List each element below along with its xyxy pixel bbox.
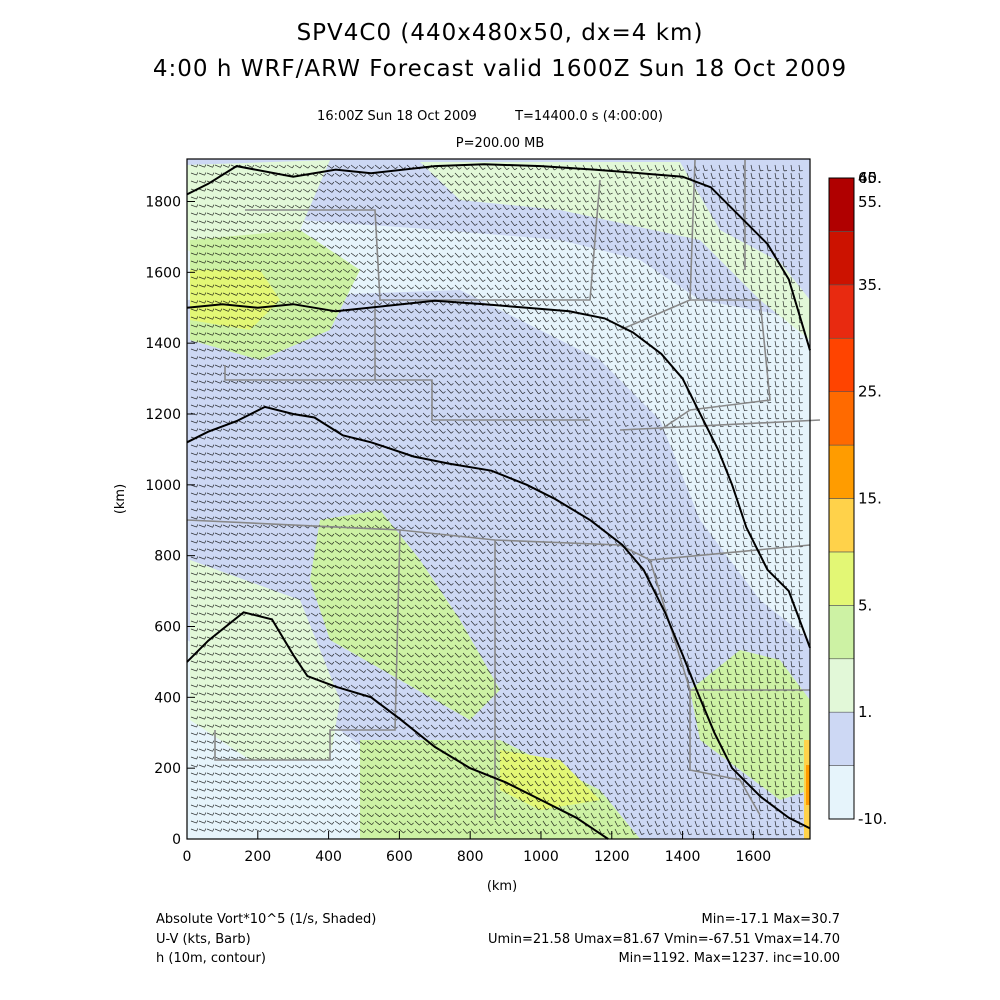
y-axis-label: (km) (113, 484, 128, 514)
x-tick-label: 1600 (736, 849, 772, 865)
shade-region-6 (190, 270, 280, 330)
colorbar-bin (828, 177, 855, 232)
y-tick-label: 1800 (145, 195, 181, 211)
colorbar-bin (828, 444, 855, 499)
y-tick-label: 1400 (145, 336, 181, 352)
field1-label: Absolute Vort*10^5 (1/s, Shaded) (156, 912, 377, 927)
shade-edge-peak (806, 765, 810, 805)
colorbar-label: 35. (858, 276, 882, 294)
x-tick-label: 1000 (523, 849, 559, 865)
shade-region-8 (190, 560, 340, 760)
colorbar-bin (828, 391, 855, 446)
y-tick-label: 600 (154, 620, 181, 636)
field2-stats: Umin=21.58 Umax=81.67 Vmin=-67.51 Vmax=1… (487, 932, 840, 947)
colorbar: -10. 1. 5. 15. 25. 35. 45. 55. 60. (828, 169, 887, 828)
y-axis-ticks: 0 200 400 600 800 1000 1200 1400 1600 1800 (145, 195, 195, 848)
height-contour-1 (186, 163, 811, 351)
info-line: 16:00Z Sun 18 Oct 2009 T=14400.0 s (4:00… (0, 109, 990, 124)
y-tick-label: 400 (154, 690, 181, 706)
state-border-7 (619, 419, 821, 431)
x-tick-label: 0 (183, 849, 192, 865)
x-tick-label: 600 (386, 849, 413, 865)
height-contour-3 (186, 405, 811, 830)
colorbar-label: 45. (858, 169, 882, 187)
y-tick-label: 800 (154, 549, 181, 565)
colorbar-bin (828, 284, 855, 339)
time-step: T=14400.0 s (4:00:00) (515, 109, 663, 124)
shade-region-7 (310, 510, 500, 720)
y-tick-label: 1200 (145, 407, 181, 423)
colorbar-bin (828, 605, 855, 660)
state-border-5 (214, 529, 401, 761)
x-tick-label: 200 (244, 849, 271, 865)
field2-label: U-V (kts, Barb) (156, 932, 251, 947)
y-tick-label: 1600 (145, 265, 181, 281)
chart-subtitle: 4:00 h WRF/ARW Forecast valid 1600Z Sun … (152, 56, 848, 82)
chart-title: SPV4C0 (440x480x50, dx=4 km) (296, 20, 704, 46)
y-tick-label: 0 (172, 832, 181, 848)
pressure-level: P=200.00 MB (455, 136, 545, 151)
colorbar-bin (828, 337, 855, 392)
colorbar-bin (828, 498, 855, 553)
state-border-13 (689, 690, 761, 816)
y-tick-label: 1000 (145, 478, 181, 494)
state-border-2 (374, 300, 590, 421)
x-tick-label: 400 (315, 849, 342, 865)
colorbar-bin (828, 658, 855, 713)
field3-label: h (10m, contour) (156, 951, 266, 966)
shade-region-12 (240, 400, 360, 500)
valid-time: 16:00Z Sun 18 Oct 2009 (317, 109, 477, 124)
x-axis-label: (km) (487, 879, 517, 894)
colorbar-label: 15. (858, 490, 882, 508)
colorbar-bin (828, 551, 855, 606)
x-tick-label: 1400 (665, 849, 701, 865)
state-border-11 (659, 299, 771, 431)
colorbar-label: 55. (858, 193, 882, 211)
colorbar-bin (828, 231, 855, 286)
colorbar-label: 1. (858, 703, 872, 721)
colorbar-label: 60. (858, 169, 882, 187)
colorbar-bin (828, 711, 855, 766)
plot-frame (186, 158, 811, 840)
state-border-1 (245, 179, 601, 301)
state-borders (186, 159, 821, 820)
state-border-4 (186, 519, 621, 546)
height-contour-4 (186, 611, 609, 840)
y-tick-label: 200 (154, 761, 181, 777)
x-axis-ticks: 0 200 400 600 800 1000 1200 1400 1600 (183, 831, 772, 865)
colorbar-label: -10. (858, 810, 887, 828)
colorbar-label: 5. (858, 596, 872, 614)
height-contours (186, 163, 811, 840)
shade-region-10 (500, 750, 600, 810)
vorticity-shading (187, 159, 810, 839)
height-contour-2 (186, 299, 811, 649)
colorbar-bin (828, 765, 855, 820)
field1-stats: Min=-17.1 Max=30.7 (701, 912, 840, 927)
colorbar-label: 25. (858, 383, 882, 401)
colorbar-frame (828, 177, 855, 820)
x-tick-label: 1200 (594, 849, 630, 865)
field3-stats: Min=1192. Max=1237. inc=10.00 (618, 951, 840, 966)
x-tick-label: 800 (457, 849, 484, 865)
state-border-3 (224, 365, 375, 381)
